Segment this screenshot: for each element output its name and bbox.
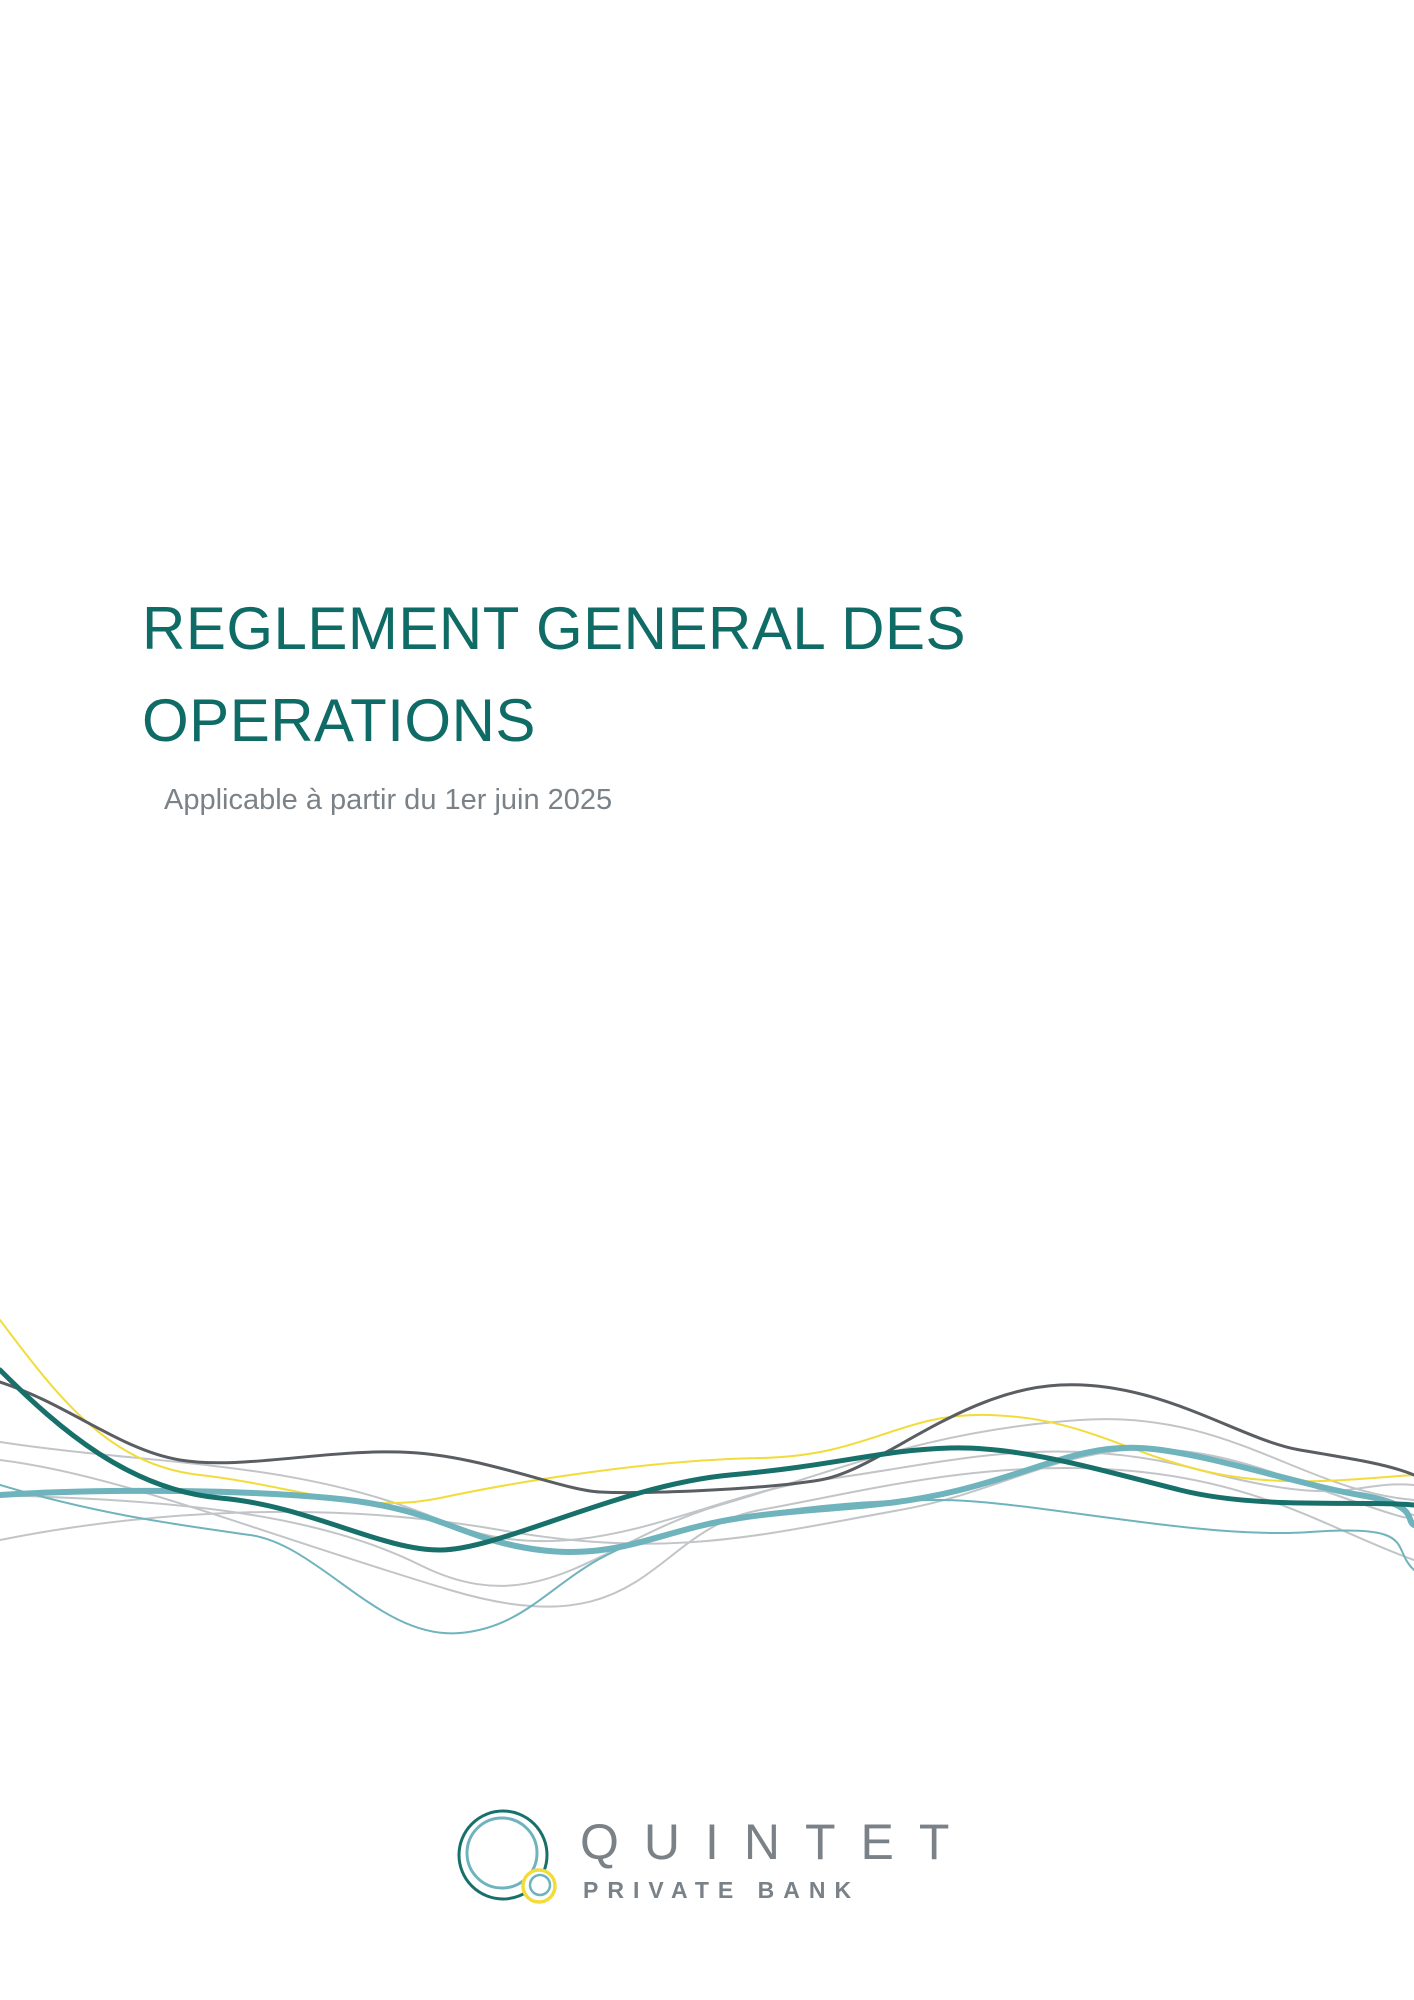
title-line-1: REGLEMENT GENERAL DES bbox=[142, 595, 967, 662]
document-title: REGLEMENT GENERAL DES OPERATIONS bbox=[142, 583, 1142, 767]
wave-light-teal-thick bbox=[0, 1444, 1414, 1556]
quintet-logo-icon bbox=[457, 1809, 557, 1904]
brand-name: QUINTET bbox=[580, 1814, 975, 1870]
decorative-waves bbox=[0, 1319, 1414, 1635]
wave-yellow bbox=[0, 1319, 1414, 1505]
quintet-logo: QUINTET PRIVATE BANK bbox=[456, 1806, 956, 1916]
wave-gray-4 bbox=[0, 1418, 1414, 1587]
wave-gray-2 bbox=[0, 1459, 1414, 1608]
brand-tagline: PRIVATE BANK bbox=[583, 1877, 861, 1903]
title-line-2: OPERATIONS bbox=[142, 687, 536, 754]
wave-dark-gray bbox=[0, 1380, 1414, 1494]
wave-dark-teal-thick bbox=[0, 1367, 1414, 1553]
effective-date-subtitle: Applicable à partir du 1er juin 2025 bbox=[164, 784, 613, 816]
